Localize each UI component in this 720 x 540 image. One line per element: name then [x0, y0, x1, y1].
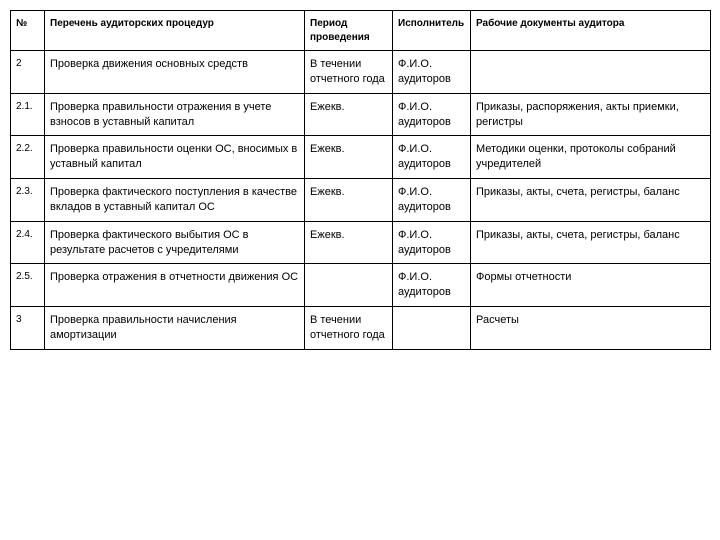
- cell-num: 2.1.: [11, 93, 45, 136]
- cell-proc: Проверка правильности оценки ОС, вносимы…: [45, 136, 305, 179]
- cell-exec: Ф.И.О. аудиторов: [393, 264, 471, 307]
- cell-num: 2.4.: [11, 221, 45, 264]
- cell-docs: Формы отчетности: [471, 264, 711, 307]
- table-row: 2.4. Проверка фактического выбытия ОС в …: [11, 221, 711, 264]
- cell-period: В течении отчетного года: [305, 51, 393, 94]
- table-header: № Перечень аудиторских процедур Период п…: [11, 11, 711, 51]
- cell-exec: Ф.И.О. аудиторов: [393, 136, 471, 179]
- cell-period: Ежекв.: [305, 221, 393, 264]
- cell-docs: Приказы, акты, счета, регистры, баланс: [471, 179, 711, 222]
- cell-docs: Приказы, распоряжения, акты приемки, рег…: [471, 93, 711, 136]
- cell-proc: Проверка фактического выбытия ОС в резул…: [45, 221, 305, 264]
- cell-proc: Проверка правильности отражения в учете …: [45, 93, 305, 136]
- table-row: 2.5. Проверка отражения в отчетности дви…: [11, 264, 711, 307]
- table-header-row: № Перечень аудиторских процедур Период п…: [11, 11, 711, 51]
- cell-proc: Проверка отражения в отчетности движения…: [45, 264, 305, 307]
- cell-period: В течении отчетного года: [305, 307, 393, 350]
- audit-procedures-table: № Перечень аудиторских процедур Период п…: [10, 10, 711, 350]
- col-header-exec: Исполнитель: [393, 11, 471, 51]
- cell-num: 2.2.: [11, 136, 45, 179]
- cell-num: 2: [11, 51, 45, 94]
- col-header-proc: Перечень аудиторских процедур: [45, 11, 305, 51]
- cell-docs: [471, 51, 711, 94]
- cell-proc: Проверка фактического поступления в каче…: [45, 179, 305, 222]
- cell-period: [305, 264, 393, 307]
- cell-period: Ежекв.: [305, 179, 393, 222]
- cell-num: 2.3.: [11, 179, 45, 222]
- cell-docs: Расчеты: [471, 307, 711, 350]
- col-header-num: №: [11, 11, 45, 51]
- cell-exec: Ф.И.О. аудиторов: [393, 179, 471, 222]
- cell-period: Ежекв.: [305, 93, 393, 136]
- cell-proc: Проверка правильности начисления амортиз…: [45, 307, 305, 350]
- table-row: 2.1. Проверка правильности отражения в у…: [11, 93, 711, 136]
- table-row: 2.2. Проверка правильности оценки ОС, вн…: [11, 136, 711, 179]
- cell-proc: Проверка движения основных средств: [45, 51, 305, 94]
- table-row: 2.3. Проверка фактического поступления в…: [11, 179, 711, 222]
- cell-period: Ежекв.: [305, 136, 393, 179]
- cell-exec: Ф.И.О. аудиторов: [393, 93, 471, 136]
- table-body: 2 Проверка движения основных средств В т…: [11, 51, 711, 350]
- cell-exec: Ф.И.О. аудиторов: [393, 51, 471, 94]
- cell-docs: Методики оценки, протоколы собраний учре…: [471, 136, 711, 179]
- cell-docs: Приказы, акты, счета, регистры, баланс: [471, 221, 711, 264]
- cell-exec: [393, 307, 471, 350]
- table-row: 2 Проверка движения основных средств В т…: [11, 51, 711, 94]
- cell-exec: Ф.И.О. аудиторов: [393, 221, 471, 264]
- cell-num: 3: [11, 307, 45, 350]
- col-header-period: Период проведения: [305, 11, 393, 51]
- table-row: 3 Проверка правильности начисления аморт…: [11, 307, 711, 350]
- col-header-docs: Рабочие документы аудитора: [471, 11, 711, 51]
- cell-num: 2.5.: [11, 264, 45, 307]
